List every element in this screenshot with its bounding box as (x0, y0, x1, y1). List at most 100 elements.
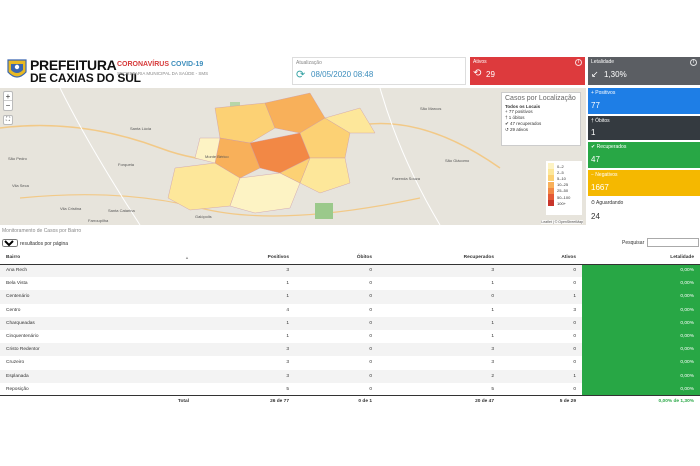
table-cell: Charqueadas (0, 316, 195, 330)
column-header-obitos[interactable]: Óbitos (295, 252, 378, 265)
map-place-label: Forqueta (118, 162, 135, 167)
search-input[interactable] (647, 238, 699, 247)
cases-map[interactable]: + − ⛶ São Pedro Vila Seca São Marcos Gal… (0, 88, 586, 225)
column-header-bairro[interactable]: Bairro ▲ (0, 252, 195, 265)
column-header-ativos[interactable]: Ativos (500, 252, 582, 265)
scale-row: 10–25 (548, 181, 580, 188)
brand-line-2: DE CAXIAS DO SUL (30, 71, 141, 85)
legend-subtitle: Todos os Locais (505, 104, 541, 109)
table-row: Charqueadas 1 0 1 0 0,00% (0, 316, 700, 330)
recovered-box: ✔ Recuperados 47 (588, 142, 700, 168)
deaths-value: 1 (591, 128, 596, 137)
table-cell: 0,00% (582, 369, 700, 383)
table-cell: 0,00% (582, 303, 700, 317)
map-place-label: São Pedro (8, 156, 27, 161)
scale-row: 5–10 (548, 175, 580, 182)
map-canvas (0, 88, 586, 225)
scale-swatch (548, 194, 554, 201)
map-attribution[interactable]: Leaflet | © OpenStreetMap (541, 220, 583, 224)
scale-swatch (548, 187, 554, 194)
table-cell: 1 (491, 307, 494, 313)
table-cell: Reposição (6, 386, 29, 392)
map-place-label: Vila Cristina (60, 206, 82, 211)
table-cell: 3 (378, 343, 500, 357)
table-cell: 1 (286, 334, 289, 340)
recovered-value: 47 (591, 155, 600, 164)
footer-cell: 0,00% de 1,30% (582, 395, 700, 407)
scale-label: 0–2 (557, 163, 564, 169)
table-cell: 0 (500, 264, 582, 278)
map-place-label: São Marcos (420, 106, 442, 111)
sort-icon: ▲ (185, 255, 189, 261)
table-cell: 3 (195, 343, 295, 357)
header: PREFEITURA DE CAXIAS DO SUL CORONAVÍRUS … (0, 56, 290, 86)
lethality-value: 1,30% (604, 70, 627, 79)
map-legend: Casos por Localização Todos os Locais + … (501, 92, 581, 146)
zoom-out-button[interactable]: − (5, 101, 11, 110)
map-place-label: Farroupilha (88, 218, 109, 223)
table-cell: 0 (369, 281, 372, 287)
table-cell: 0 (573, 386, 576, 392)
column-header-positivos[interactable]: Positivos (195, 252, 295, 265)
per-page-control: 10resultados por página (2, 239, 68, 247)
zoom-in-button[interactable]: + (4, 92, 12, 101)
cases-table: Bairro ▲ Positivos Óbitos Recuperados Ati… (0, 252, 700, 407)
info-icon[interactable]: i (575, 59, 582, 66)
legend-row: † 1 óbitos (505, 115, 525, 120)
scale-row: 0–2 (548, 163, 580, 170)
recovered-label: ✔ Recuperados (591, 144, 627, 150)
table-cell: 0 (573, 360, 576, 366)
table-cell: Bela Vista (6, 281, 28, 287)
table-row: Cristo Redentor 3 0 3 0 0,00% (0, 343, 700, 357)
column-header-letalidade[interactable]: Letalidade (582, 252, 700, 265)
search-control: Pesquisar (622, 238, 699, 247)
active-icon: ⟲ (473, 68, 482, 79)
map-place-label: Santa Lúcia (130, 126, 152, 131)
scale-row: 2–5 (548, 169, 580, 176)
table-cell: 4 (286, 307, 289, 313)
scale-label: 2–5 (557, 169, 564, 175)
per-page-select[interactable]: 10 (2, 239, 18, 247)
table-cell: 1 (195, 316, 295, 330)
table-cell: 3 (195, 369, 295, 383)
footer-cell: 5 de 29 (500, 395, 582, 407)
table-cell: 1 (500, 290, 582, 304)
table-cell: 1 (195, 290, 295, 304)
per-page-label: resultados por página (20, 241, 69, 247)
table-cell: Cruzeiro (6, 360, 25, 366)
table-footer-row: Total 26 de 77 0 de 1 20 de 47 5 de 29 0… (0, 395, 700, 407)
table-cell: Ana Rech (0, 264, 195, 278)
negatives-label: − Negativos (591, 172, 618, 178)
waiting-label: ⏱ Aguardando (591, 200, 624, 206)
table-cell: 0,00% (582, 382, 700, 396)
table-cell: 1 (491, 281, 494, 287)
legend-row: ✔ 47 recuperados (505, 121, 542, 126)
footer-cell: 26 de 77 (195, 395, 295, 407)
table-cell: 1 (491, 334, 494, 340)
table-cell: 0 (295, 343, 378, 357)
column-header-recuperados[interactable]: Recuperados (378, 252, 500, 265)
active-value: 29 (486, 70, 495, 79)
table-cell: 0 (369, 386, 372, 392)
table-cell: 0 (369, 360, 372, 366)
active-cases-box: Ativos i ⟲ 29 (470, 57, 585, 85)
map-place-label: Santa Catarina (108, 208, 135, 213)
table-cell: Centenário (0, 290, 195, 304)
scale-label: 50–100 (557, 194, 571, 200)
legend-title: Casos por Localização (505, 95, 576, 102)
scale-row: 25–50 (548, 187, 580, 194)
info-icon[interactable]: i (690, 59, 697, 66)
table-header-row: Bairro ▲ Positivos Óbitos Recuperados Ati… (0, 252, 700, 265)
legend-row: ↺ 29 ativos (505, 127, 529, 132)
scale-row: 50–100 (548, 194, 580, 201)
lethality-box: Letalidade i ↙ 1,30% (588, 57, 700, 85)
fullscreen-icon[interactable]: ⛶ (3, 115, 13, 125)
deaths-box: † Óbitos 1 (588, 116, 700, 140)
lethality-label: Letalidade (591, 59, 615, 65)
update-value: 08/05/2020 08:48 (311, 70, 374, 79)
table-cell: 0 (295, 264, 378, 278)
table-row: Cruzeiro 3 0 3 0 0,00% (0, 356, 700, 370)
table-row: Centro 4 0 1 3 0,00% (0, 303, 700, 317)
waiting-box: ⏱ Aguardando 24 (588, 198, 700, 224)
table-cell: Cristo Redentor (0, 343, 195, 357)
